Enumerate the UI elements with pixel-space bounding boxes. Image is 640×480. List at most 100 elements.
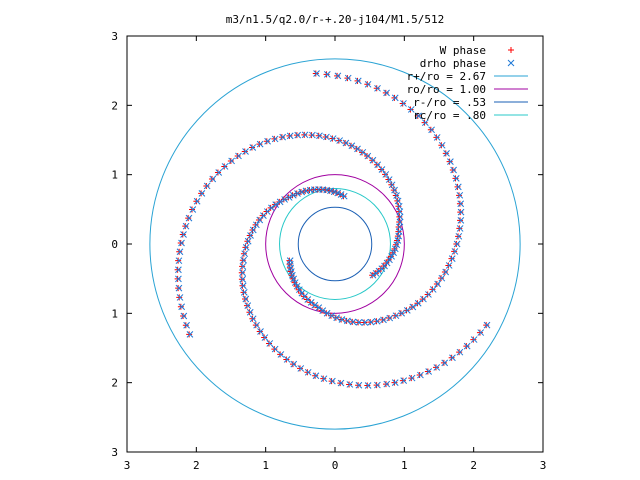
point-w_phase [271, 201, 278, 208]
point-drho_phase [344, 74, 352, 82]
point-drho_phase [393, 241, 401, 249]
point-drho_phase [456, 348, 464, 356]
point-w_phase [395, 203, 402, 210]
point-drho_phase [228, 157, 235, 165]
axis-ticks [126, 35, 544, 453]
point-drho_phase [383, 89, 390, 97]
point-w_phase [394, 197, 401, 204]
point-drho_phase [198, 190, 206, 197]
legend-label-r_plus: r+/ro = 2.67 [407, 70, 486, 83]
point-drho_phase [189, 206, 197, 213]
point-w_phase [246, 309, 253, 316]
point-drho_phase [407, 106, 415, 113]
point-drho_phase [429, 286, 437, 293]
circle-r_plus [149, 58, 521, 430]
point-drho_phase [183, 321, 190, 329]
point-w_phase [373, 85, 380, 92]
point-w_phase [342, 139, 349, 146]
legend-label-r_o: ro/ro = 1.00 [407, 83, 486, 96]
point-w_phase [396, 208, 403, 215]
point-w_phase [240, 250, 247, 257]
point-w_phase [198, 190, 205, 197]
point-w_phase [399, 377, 406, 384]
point-w_phase [239, 257, 246, 264]
point-drho_phase [240, 289, 248, 296]
point-drho_phase [450, 166, 457, 174]
point-w_phase [424, 368, 431, 375]
point-w_phase [408, 375, 415, 382]
point-drho_phase [333, 314, 341, 322]
point-w_phase [244, 238, 251, 245]
point-w_phase [373, 161, 380, 168]
point-drho_phase [319, 307, 327, 314]
x-tick-label: 3 [540, 459, 547, 472]
point-w_phase [399, 100, 406, 107]
point-w_phase [234, 152, 241, 159]
legend-label-drho_phase: drho phase [420, 57, 486, 70]
point-w_phase [291, 279, 298, 286]
point-w_phase [369, 157, 376, 164]
point-drho_phase [242, 148, 249, 155]
point-drho_phase [443, 150, 450, 157]
point-drho_phase [442, 268, 450, 276]
point-drho_phase [289, 271, 296, 279]
circle-r_o [265, 174, 405, 314]
point-drho_phase [364, 382, 372, 389]
point-w_phase [277, 351, 284, 358]
point-drho_phase [276, 198, 284, 206]
point-drho_phase [175, 266, 182, 274]
y-axis-tick-labels: 3 2 1 0 1 2 3 [111, 30, 118, 459]
point-w_phase [328, 378, 335, 385]
point-drho_phase [398, 309, 406, 317]
point-w_phase [414, 300, 421, 307]
point-w_phase [355, 382, 362, 389]
point-drho_phase [355, 381, 363, 389]
legend-swatch-w_phase [508, 47, 514, 53]
point-drho_phase [391, 245, 399, 253]
point-drho_phase [364, 80, 372, 88]
x-tick-label: 1 [401, 459, 408, 472]
legend-label-w_phase: W phase [440, 44, 486, 57]
point-w_phase [391, 94, 398, 101]
point-w_phase [373, 318, 380, 325]
point-drho_phase [253, 321, 260, 329]
point-w_phase [445, 262, 452, 269]
point-drho_phase [372, 269, 380, 277]
point-w_phase [283, 356, 290, 363]
point-drho_phase [209, 175, 217, 183]
point-w_phase [442, 150, 449, 157]
point-drho_phase [463, 342, 471, 350]
point-drho_phase [434, 280, 442, 288]
point-drho_phase [334, 189, 342, 197]
legend-swatch-drho_phase [507, 59, 515, 67]
point-drho_phase [449, 354, 456, 362]
point-drho_phase [396, 218, 404, 226]
point-drho_phase [293, 282, 301, 290]
point-w_phase [312, 70, 319, 77]
point-drho_phase [329, 377, 336, 385]
point-drho_phase [361, 319, 369, 326]
point-w_phase [175, 257, 182, 264]
point-drho_phase [246, 308, 254, 316]
point-w_phase [176, 294, 183, 301]
point-w_phase [186, 331, 193, 338]
point-w_phase [252, 221, 259, 228]
point-drho_phase [425, 368, 433, 375]
point-drho_phase [452, 175, 460, 182]
point-drho_phase [283, 356, 291, 363]
point-drho_phase [242, 243, 250, 251]
circle-r_minus [297, 206, 373, 282]
point-w_phase [409, 304, 416, 311]
point-w_phase [241, 148, 248, 155]
point-w_phase [239, 282, 246, 289]
point-w_phase [323, 310, 330, 317]
point-drho_phase [388, 253, 395, 260]
point-w_phase [349, 318, 356, 325]
point-w_phase [238, 276, 245, 283]
point-w_phase [185, 215, 192, 222]
point-drho_phase [178, 303, 186, 311]
point-drho_phase [290, 275, 298, 283]
point-w_phase [382, 89, 389, 96]
point-drho_phase [409, 303, 417, 311]
